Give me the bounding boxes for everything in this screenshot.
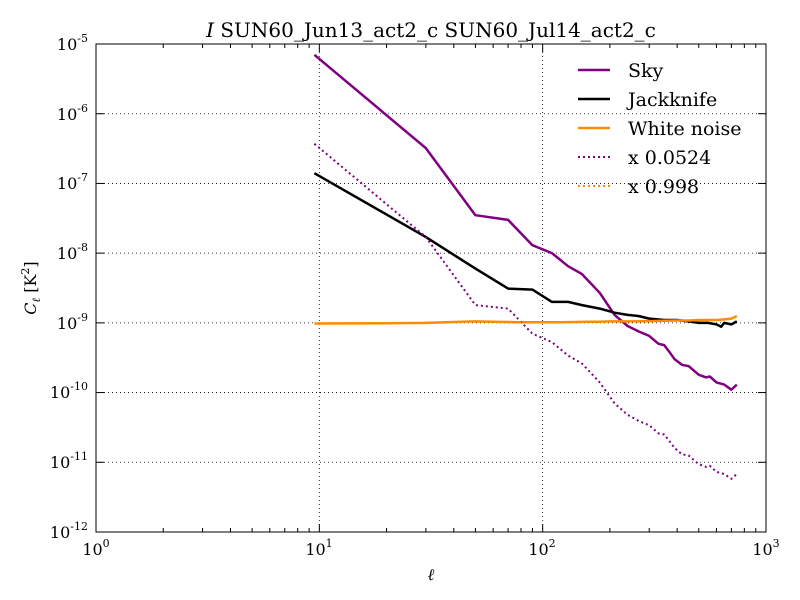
legend-label-jackknife: Jackknife (626, 89, 717, 111)
x-tick-labels: 100 101 102 103 (82, 537, 779, 559)
y-tick-label-1e-7: 10-7 (57, 171, 88, 193)
series-lines (313, 53, 738, 480)
y-tick-label-1e-8: 10-8 (57, 241, 88, 263)
legend-label-scaled-sky: x 0.0524 (628, 147, 711, 169)
plot-frame (95, 43, 767, 533)
y-tick-labels: 10-12 10-11 10-10 10-9 10-8 10-7 10-6 10… (50, 32, 88, 542)
legend-label-scaled-noise: x 0.998 (628, 176, 699, 198)
series-white-noise-line (314, 314, 738, 325)
legend-label-sky: Sky (628, 60, 664, 82)
series-sky-line (313, 53, 738, 391)
y-tick-label-1e-6: 10-6 (57, 102, 88, 124)
grid-lines (96, 44, 766, 532)
y-tick-label-1e-12: 10-12 (50, 520, 88, 542)
y-axis-label: Cℓ [K2] (19, 261, 43, 314)
y-tick-label-1e-10: 10-10 (50, 380, 88, 402)
chart-title-italic: I (205, 18, 215, 42)
series-jackknife-line (313, 172, 738, 328)
legend: Sky Jackknife White noise x 0.0524 x 0.9… (578, 60, 742, 198)
y-tick-label-1e-5: 10-5 (57, 32, 88, 54)
axis-ticks (95, 43, 767, 533)
legend-label-white-noise: White noise (628, 118, 742, 140)
x-axis-label: ℓ (428, 565, 435, 584)
x-tick-label-10: 101 (305, 537, 332, 559)
chart-title: I SUN60_Jun13_act2_c SUN60_Jul14_act2_c (205, 18, 656, 42)
x-tick-label-1: 100 (82, 537, 109, 559)
x-tick-label-1000: 103 (752, 537, 779, 559)
y-tick-label-1e-9: 10-9 (57, 311, 88, 333)
x-tick-label-100: 102 (528, 537, 555, 559)
chart-title-text: SUN60_Jun13_act2_c SUN60_Jul14_act2_c (220, 18, 656, 42)
series-scaled-sky-line (313, 143, 738, 480)
y-tick-label-1e-11: 10-11 (50, 450, 88, 472)
